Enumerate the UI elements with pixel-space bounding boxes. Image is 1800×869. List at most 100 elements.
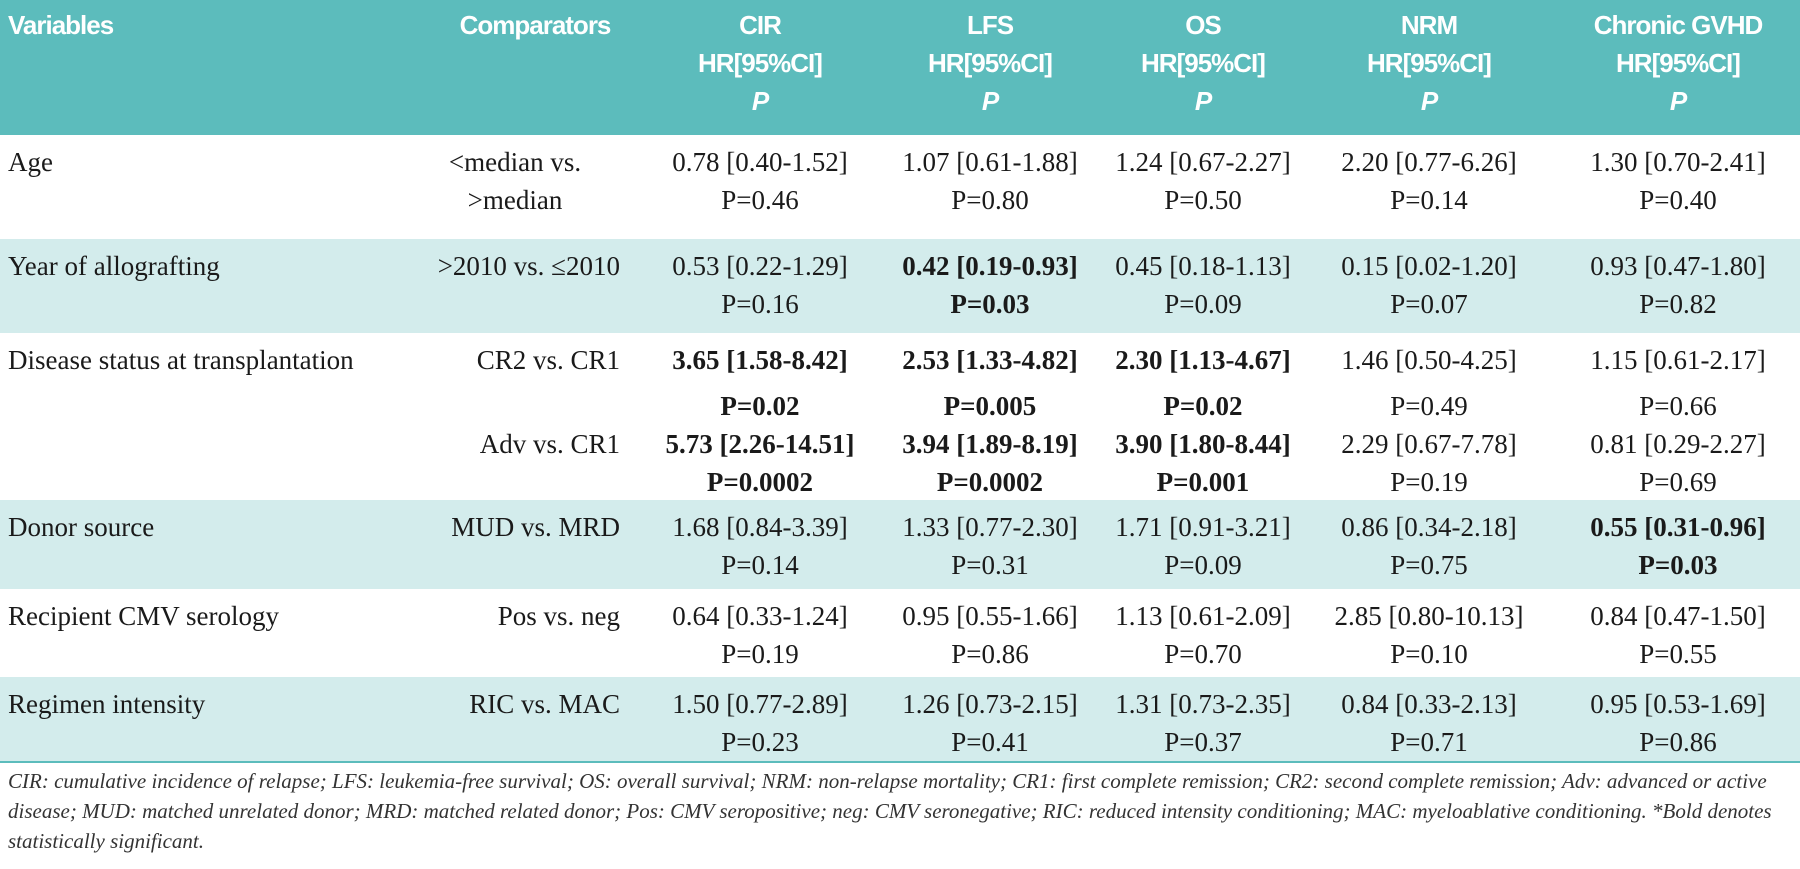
p-value: P=0.09 (1164, 550, 1242, 580)
variable: Age (8, 147, 53, 177)
p-value: P=0.80 (951, 185, 1029, 215)
hazard-ratio: 2.20 [0.77-6.26] (1341, 147, 1517, 177)
hazard-ratio: 2.85 [0.80-10.13] (1334, 601, 1524, 631)
header: Variables Comparators CIR HR[95%CI] P LFS HR[9… (0, 0, 1800, 135)
hazard-ratio: 0.95 [0.55-1.66] (902, 601, 1078, 631)
row: Donor source MUD vs. MRD 1.68 [0.84-3.39] P… (0, 500, 1800, 589)
hazard-ratio: 3.90 [1.80-8.44] (1115, 428, 1291, 459)
variable: Donor source (8, 512, 155, 542)
header-cell: HR[95%CI] (1141, 48, 1266, 78)
p-value: P=0.41 (951, 727, 1029, 757)
hazard-ratio: 3.65 [1.58-8.42] (672, 345, 848, 375)
hazard-ratio: 0.15 [0.02-1.20] (1341, 251, 1517, 281)
hazard-ratio: 1.50 [0.77-2.89] (672, 689, 848, 719)
comparator: <median vs. (448, 147, 582, 177)
header-cell: HR[95%CI] (698, 48, 823, 78)
row: Recipient CMV serology Pos vs. neg 0.64 [0… (0, 589, 1800, 677)
p-value: P=0.71 (1390, 727, 1468, 757)
hazard-ratio: 1.68 [0.84-3.39] (672, 512, 848, 542)
header-cell: HR[95%CI] (1367, 48, 1492, 78)
variable: Disease status at transplantation (8, 345, 354, 375)
p-value: P=0.49 (1390, 391, 1468, 421)
hazard-ratio: 0.95 [0.53-1.69] (1590, 689, 1766, 719)
hazard-ratio: 0.45 [0.18-1.13] (1115, 251, 1291, 281)
hazard-ratio: 0.55 [0.31-0.96] (1590, 512, 1766, 542)
p-value: P=0.66 (1639, 391, 1717, 421)
p-value: P=0.10 (1390, 639, 1468, 669)
p-value: P=0.82 (1639, 289, 1717, 319)
variable: Regimen intensity (8, 689, 206, 719)
hazard-ratio: 1.15 [0.61-2.17] (1590, 345, 1766, 375)
p-value: P=0.07 (1390, 289, 1468, 319)
p-value: P=0.40 (1639, 185, 1717, 215)
hazard-ratio: 0.53 [0.22-1.29] (672, 251, 848, 281)
row: Disease status at transplantation CR2 vs.… (0, 333, 1800, 500)
p-value: P=0.86 (1639, 727, 1717, 757)
hazard-ratio: 1.07 [0.61-1.88] (902, 147, 1078, 177)
p-value: P=0.005 (943, 391, 1037, 421)
header-cell: P (1669, 86, 1687, 116)
p-value: P=0.14 (1390, 185, 1468, 215)
header-cell: P (751, 86, 769, 116)
header-cell: NRM (1400, 10, 1458, 40)
hazard-ratio: 1.31 [0.73-2.35] (1115, 689, 1291, 719)
p-value: P=0.02 (1163, 391, 1243, 421)
p-value: P=0.16 (721, 289, 799, 319)
hazard-ratio: 1.13 [0.61-2.09] (1115, 601, 1291, 631)
rule (0, 761, 1800, 763)
hazard-ratio: 1.71 [0.91-3.21] (1115, 512, 1291, 542)
p-value: P=0.75 (1390, 550, 1468, 580)
hazard-ratio: 1.46 [0.50-4.25] (1341, 345, 1517, 375)
p-value: P=0.19 (721, 639, 799, 669)
header-cell: OS (1185, 10, 1222, 40)
comparator: RIC vs. MAC (469, 689, 620, 719)
hazard-ratio: 1.30 [0.70-2.41] (1590, 147, 1766, 177)
p-value: P=0.09 (1164, 289, 1242, 319)
p-value: P=0.19 (1390, 466, 1468, 497)
variable: Recipient CMV serology (8, 601, 279, 631)
variable: Year of allografting (8, 251, 220, 281)
hazard-ratio: 2.29 [0.67-7.78] (1341, 428, 1517, 459)
p-value: P=0.55 (1639, 639, 1717, 669)
p-value: P=0.69 (1639, 466, 1717, 497)
comparator: >median (467, 185, 563, 215)
row: Year of allografting >2010 vs. ≤2010 0.53 … (0, 239, 1800, 333)
header-cell: P (1194, 86, 1212, 116)
p-value: P=0.86 (951, 639, 1029, 669)
comparator: Adv vs. CR1 (479, 428, 620, 459)
header-cell: Comparators (459, 10, 612, 40)
p-value: P=0.31 (951, 550, 1029, 580)
header-cell: P (1420, 86, 1438, 116)
hazard-ratio: 0.42 [0.19-0.93] (902, 251, 1078, 281)
p-value: P=0.03 (950, 289, 1030, 319)
footnote: CIR: cumulative incidence of relapse; LF… (8, 769, 1772, 853)
p-value: P=0.0002 (706, 466, 814, 497)
hazard-ratio: 0.78 [0.40-1.52] (672, 147, 848, 177)
comparator: >2010 vs. ≤2010 (437, 251, 620, 281)
hazard-ratio: 1.26 [0.73-2.15] (902, 689, 1078, 719)
p-value: P=0.0002 (936, 466, 1044, 497)
hazard-ratio: 5.73 [2.26-14.51] (665, 428, 855, 459)
hazard-ratio: 0.93 [0.47-1.80] (1590, 251, 1766, 281)
hazard-ratio: 1.33 [0.77-2.30] (902, 512, 1078, 542)
header-cell: HR[95%CI] (928, 48, 1053, 78)
p-value: P=0.70 (1164, 639, 1242, 669)
hazard-ratio: 0.81 [0.29-2.27] (1590, 428, 1766, 459)
p-value: P=0.02 (720, 391, 800, 421)
row: Age <median vs. >median 0.78 [0.40-1.52] P=0… (0, 135, 1800, 239)
header-cell: P (981, 86, 999, 116)
comparator: Pos vs. neg (497, 601, 620, 631)
row: Regimen intensity RIC vs. MAC 1.50 [0.77-2… (0, 677, 1800, 763)
hazard-ratio: 0.64 [0.33-1.24] (672, 601, 848, 631)
p-value: P=0.03 (1638, 550, 1718, 580)
hazard-ratio: 3.94 [1.89-8.19] (902, 428, 1078, 459)
hazard-ratio: 0.84 [0.47-1.50] (1590, 601, 1766, 631)
hazard-ratio: 2.53 [1.33-4.82] (902, 345, 1078, 375)
header-cell: CIR (739, 10, 782, 40)
header-cell: Chronic GVHD (1593, 10, 1764, 40)
p-value: P=0.50 (1164, 185, 1242, 215)
header-cell: LFS (966, 10, 1014, 40)
p-value: P=0.37 (1164, 727, 1242, 757)
p-value: P=0.23 (721, 727, 799, 757)
